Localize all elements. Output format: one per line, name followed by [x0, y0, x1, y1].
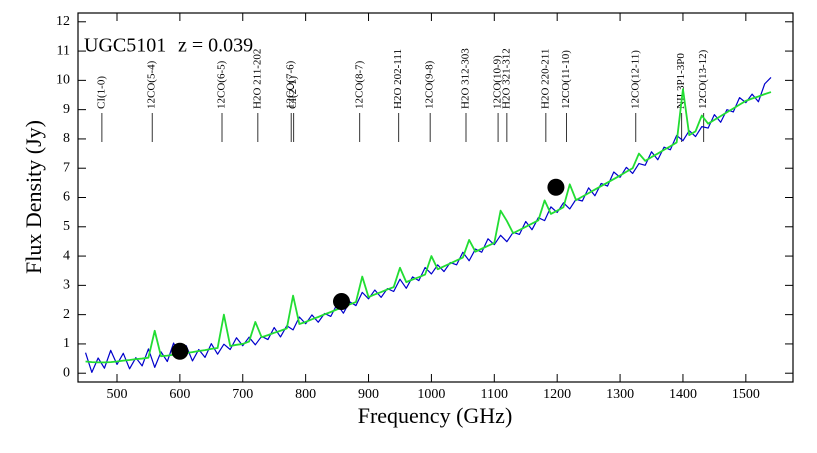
photometry-point [547, 178, 565, 196]
line-label: 12CO(10-9) [492, 55, 504, 109]
x-tick-label: 1100 [481, 387, 508, 402]
redshift-label: z = 0.039 [178, 35, 253, 57]
x-tick-label: 1200 [543, 387, 571, 402]
x-tick-label: 800 [295, 387, 316, 402]
y-tick-label: 0 [63, 365, 70, 380]
line-label: H2O 202-111 [392, 49, 404, 109]
y-axis-label: Flux Density (Jy) [21, 120, 46, 274]
line-label: 12CO(9-8) [424, 60, 436, 109]
line-label: H2O 211-202 [251, 49, 263, 109]
y-tick-label: 9 [63, 102, 70, 117]
y-tick-label: 6 [63, 190, 70, 205]
y-tick-label: 7 [63, 160, 70, 175]
x-tick-label: 1400 [669, 387, 697, 402]
line-label: 12CO(12-11) [629, 50, 641, 109]
x-tick-label: 900 [358, 387, 379, 402]
source-label: UGC5101 [84, 35, 166, 57]
y-tick-label: 8 [63, 131, 70, 146]
photometry-point [171, 342, 189, 360]
y-tick-label: 5 [63, 219, 70, 234]
y-tick-label: 3 [63, 278, 70, 293]
spectrum-line [84, 77, 772, 373]
x-tick-label: 500 [106, 387, 127, 402]
line-label: 12CO(11-10) [560, 50, 572, 109]
y-tick-label: 12 [56, 14, 70, 29]
line-label: H2O 312-303 [460, 48, 472, 109]
y-tick-label: 2 [63, 307, 70, 322]
line-label: 12CO(8-7) [353, 60, 365, 109]
line-label: 12CO(7-6) [285, 60, 297, 109]
line-label: CI(1-0) [95, 76, 107, 109]
y-tick-label: 11 [57, 43, 70, 58]
line-label: 12CO(5-4) [146, 60, 158, 109]
line-label: 12CO(6-5) [216, 60, 228, 109]
photometry-point [332, 292, 350, 310]
x-axis-label: Frequency (GHz) [358, 403, 513, 428]
y-tick-label: 4 [63, 248, 70, 263]
y-tick-label: 10 [56, 73, 70, 88]
line-label: H2O 321-312 [500, 48, 512, 109]
line-label: H2O 220-211 [539, 49, 551, 109]
spectrum-line [85, 88, 772, 364]
x-tick-label: 1000 [417, 387, 445, 402]
line-label: CI(2-1) [287, 76, 299, 109]
x-tick-label: 1500 [732, 387, 760, 402]
x-tick-label: 1300 [606, 387, 634, 402]
x-tick-label: 600 [169, 387, 190, 402]
x-tick-label: 700 [232, 387, 253, 402]
line-label: 12CO(13-12) [697, 49, 709, 109]
y-tick-label: 1 [63, 336, 70, 351]
